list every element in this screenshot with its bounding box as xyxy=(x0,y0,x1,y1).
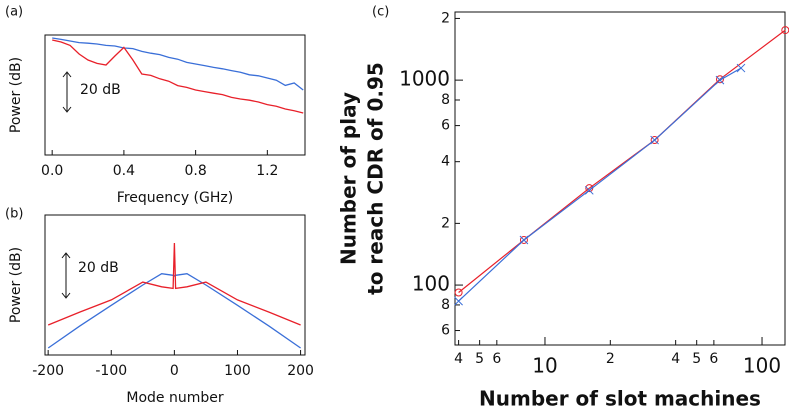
marker xyxy=(650,135,659,145)
x-axis-label: Frequency (GHz) xyxy=(117,190,233,206)
annotation-arrow-a xyxy=(62,71,72,113)
y-tick-label: 2 xyxy=(441,215,450,231)
y-tick-label: 2 xyxy=(441,10,450,26)
annotation: 20 dB xyxy=(78,260,119,276)
y-tick-label: 4 xyxy=(441,154,450,170)
x-tick-label: -100 xyxy=(95,363,127,379)
y-axis-label: Number of play xyxy=(337,92,361,265)
plot-frame xyxy=(44,214,306,356)
marker xyxy=(736,63,746,73)
marker xyxy=(519,235,529,245)
y-tick-label: 1000 xyxy=(399,67,450,91)
series-line xyxy=(47,273,301,349)
y-tick-label: 100 xyxy=(412,272,450,296)
marker xyxy=(650,136,659,145)
series-line xyxy=(458,29,786,293)
y-axis-label: to reach CDR of 0.95 xyxy=(364,62,388,295)
x-tick-label: 6 xyxy=(492,351,501,367)
x-tick-label: 0 xyxy=(170,363,179,379)
x-tick-label: 4 xyxy=(671,351,680,367)
x-tick-label: 0.8 xyxy=(184,163,206,179)
panel-label: (c) xyxy=(372,5,389,20)
y-tick-label: 6 xyxy=(441,118,450,134)
plot-frame xyxy=(454,11,786,346)
marker xyxy=(454,288,463,297)
annotation: 20 dB xyxy=(80,82,121,98)
series-line xyxy=(47,242,301,326)
x-tick-label: 0.0 xyxy=(41,163,63,179)
marker xyxy=(584,185,594,195)
x-axis-label: Mode number xyxy=(126,390,223,406)
marker xyxy=(454,296,463,306)
annotation-arrow-b xyxy=(61,252,71,299)
y-tick-label: 8 xyxy=(441,92,450,108)
plot-frame xyxy=(44,34,306,156)
x-tick-label: 6 xyxy=(709,351,718,367)
x-tick-label: 5 xyxy=(692,351,701,367)
panel-label: (b) xyxy=(5,207,23,222)
x-tick-label: 4 xyxy=(454,351,463,367)
x-tick-label: -200 xyxy=(32,363,64,379)
y-axis-label: Power (dB) xyxy=(8,247,24,323)
x-tick-label: 5 xyxy=(475,351,484,367)
y-tick-label: 6 xyxy=(441,323,450,339)
series-line xyxy=(52,37,304,91)
x-tick-label: 2 xyxy=(606,351,615,367)
marker xyxy=(715,75,725,85)
marker xyxy=(519,235,528,244)
marker xyxy=(715,75,724,84)
x-tick-label: 200 xyxy=(287,363,314,379)
x-tick-label: 0.4 xyxy=(113,163,135,179)
x-tick-label: 1.2 xyxy=(256,163,278,179)
panel-label: (a) xyxy=(5,5,23,20)
y-axis-label: Power (dB) xyxy=(8,57,24,133)
x-axis-label: Number of slot machines xyxy=(479,387,761,411)
x-tick-label: 100 xyxy=(224,363,251,379)
x-tick-label: 10 xyxy=(532,354,557,378)
y-tick-label: 8 xyxy=(441,297,450,313)
series-line xyxy=(458,67,742,302)
x-tick-label: 100 xyxy=(743,354,781,378)
series-line xyxy=(52,39,304,114)
